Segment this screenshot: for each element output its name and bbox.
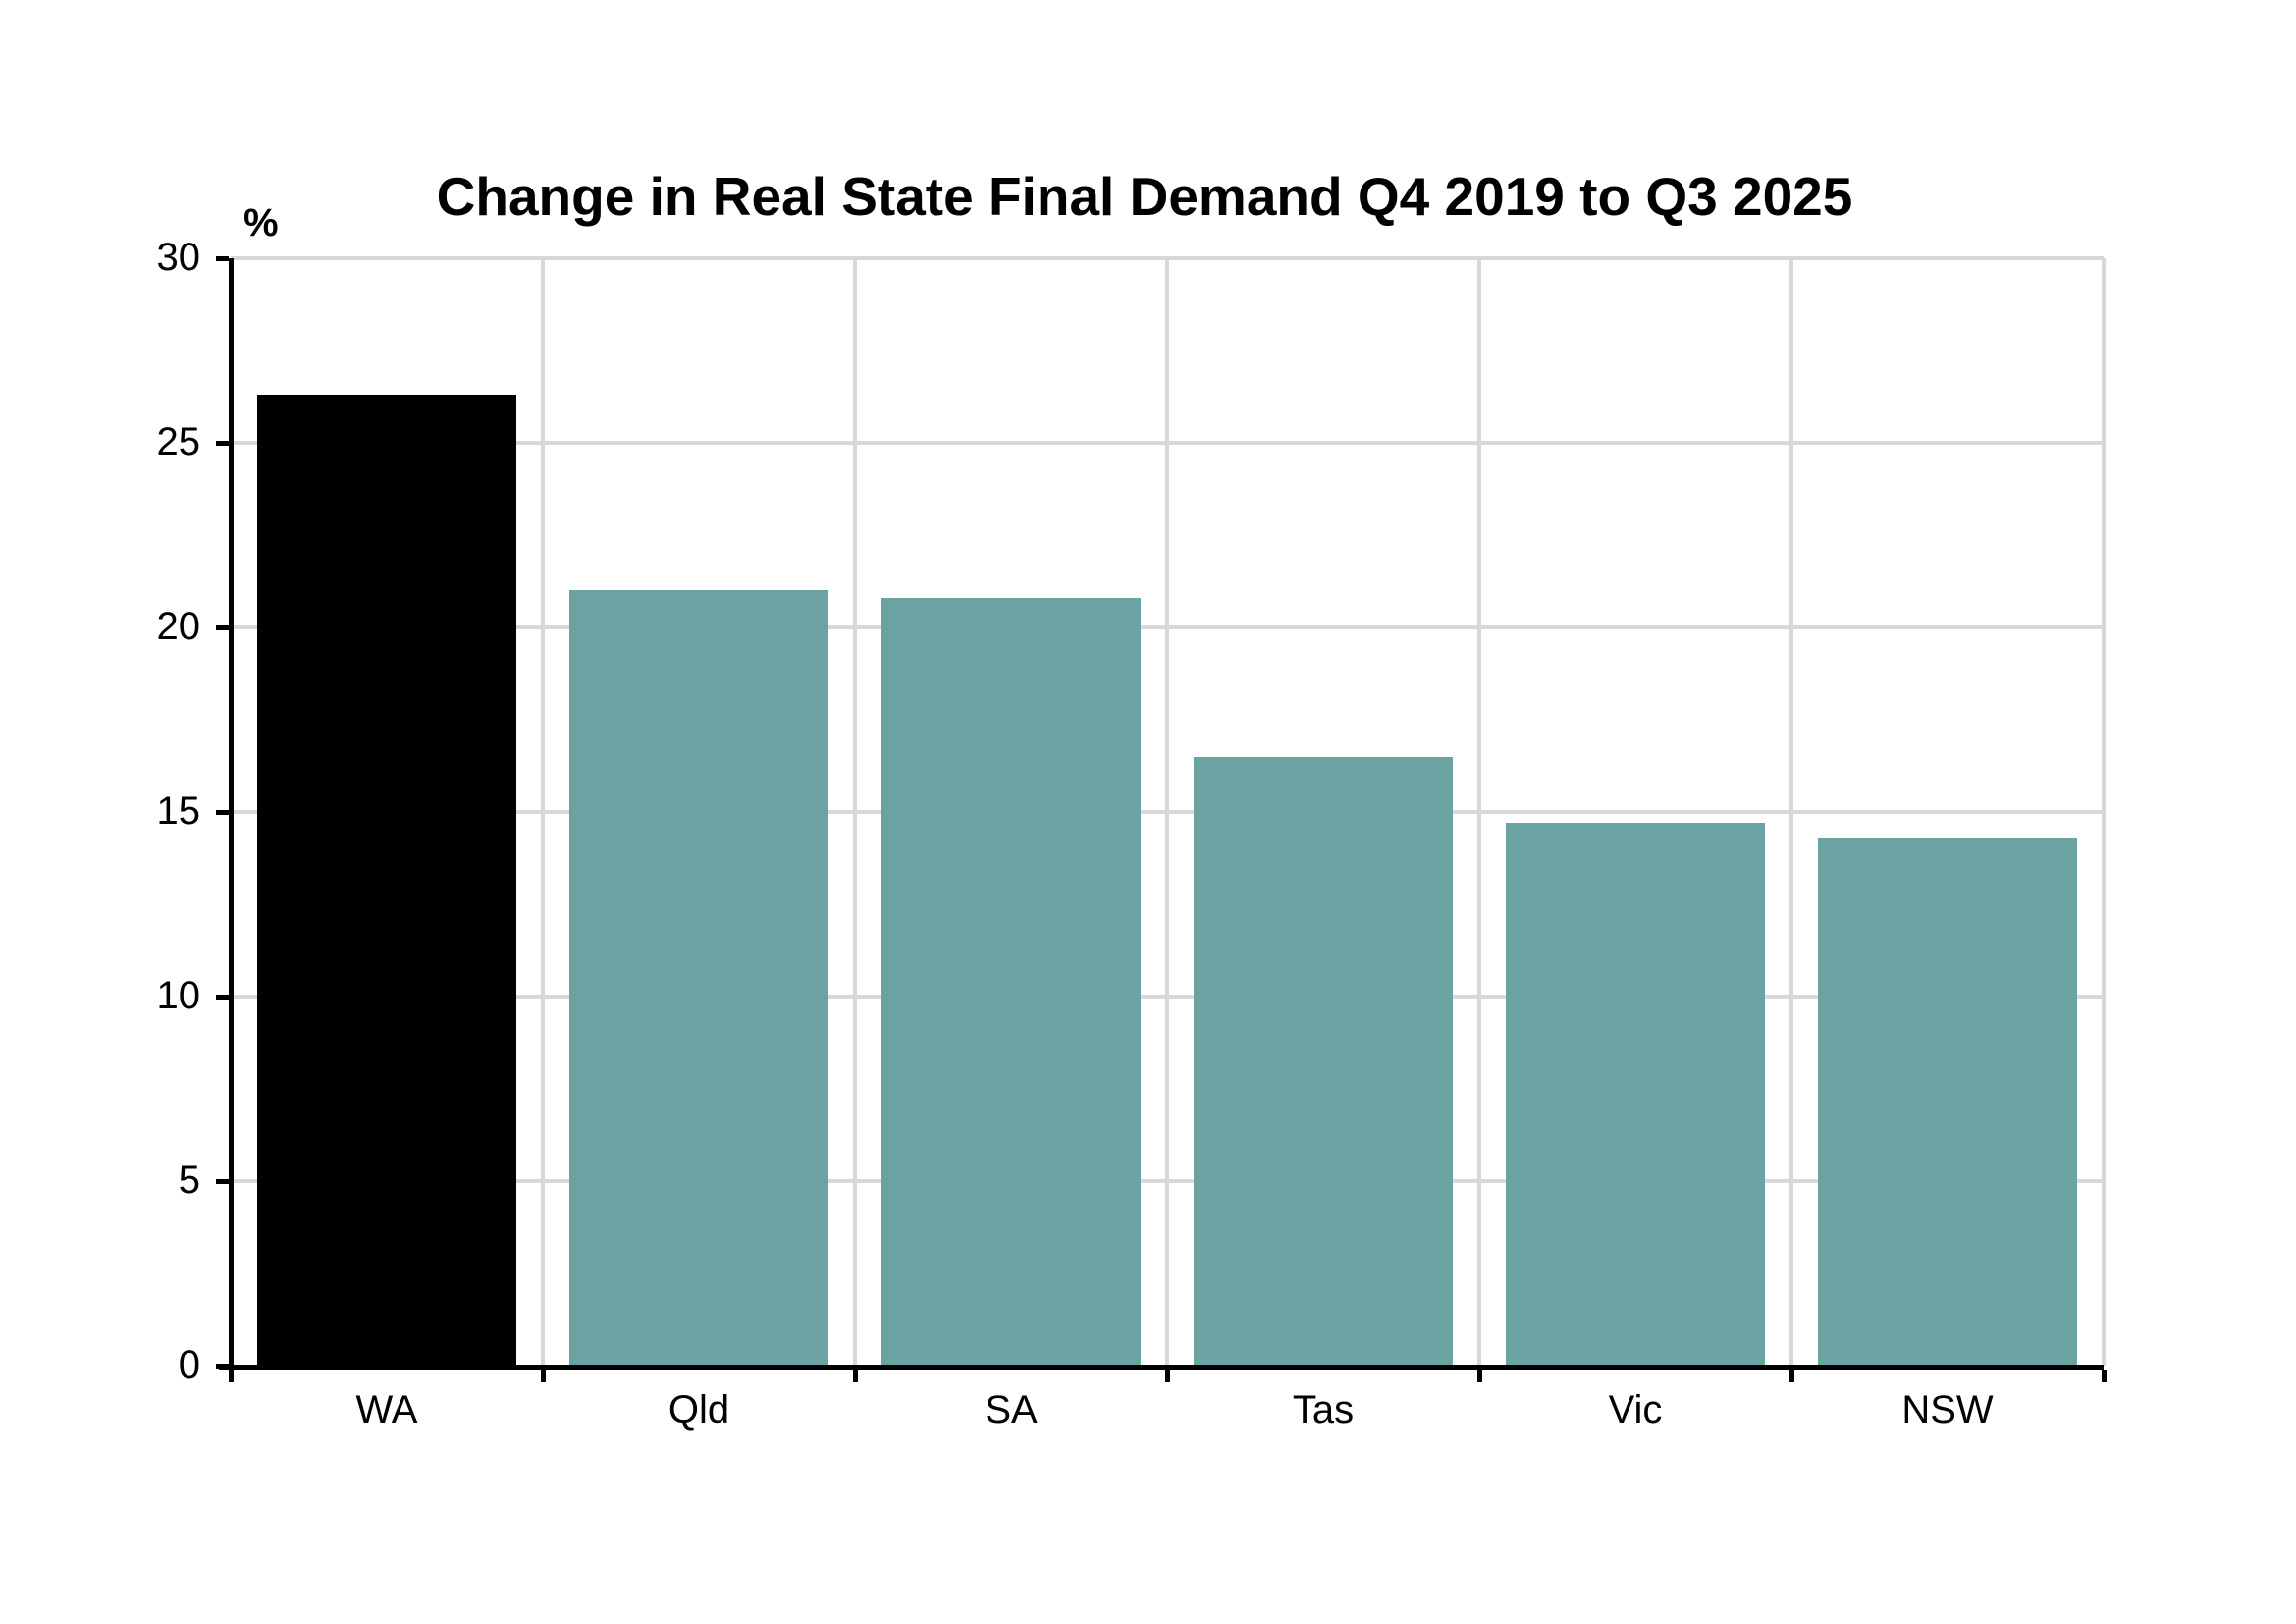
bar-vic xyxy=(1506,823,1765,1366)
bar-wa xyxy=(257,395,516,1366)
x-axis-category-label: Vic xyxy=(1608,1388,1663,1432)
y-axis-tick-label: 5 xyxy=(178,1159,200,1202)
y-axis-unit-label: % xyxy=(243,201,279,244)
gridline-vertical xyxy=(1789,258,1793,1366)
y-axis-line xyxy=(229,258,234,1380)
gridline-vertical xyxy=(2102,258,2106,1366)
x-axis-tick xyxy=(2102,1370,2107,1382)
x-axis-tick xyxy=(1165,1370,1170,1382)
x-axis-category-label: WA xyxy=(355,1388,418,1432)
x-axis-tick xyxy=(853,1370,858,1382)
bar-sa xyxy=(881,597,1141,1366)
x-axis-category-label: NSW xyxy=(1901,1388,1994,1432)
x-axis-tick xyxy=(541,1370,546,1382)
y-axis-tick-label: 25 xyxy=(156,420,201,463)
x-axis-tick xyxy=(1477,1370,1482,1382)
y-axis-tick-label: 30 xyxy=(156,236,201,279)
y-axis-tick xyxy=(216,256,229,261)
bar-qld xyxy=(569,590,828,1366)
y-axis-tick-label: 0 xyxy=(178,1343,200,1386)
y-axis-tick xyxy=(216,995,229,1000)
bar-nsw xyxy=(1818,838,2077,1366)
gridline-vertical xyxy=(1477,258,1481,1366)
gridline-vertical xyxy=(541,258,545,1366)
bar-tas xyxy=(1194,756,1453,1366)
x-axis-category-label: Tas xyxy=(1292,1388,1355,1432)
x-axis-category-label: SA xyxy=(985,1388,1038,1432)
x-axis-category-label: Qld xyxy=(667,1388,730,1432)
y-axis-tick xyxy=(216,1179,229,1184)
chart-title: Change in Real State Final Demand Q4 201… xyxy=(436,166,1853,227)
y-axis-tick xyxy=(216,441,229,446)
x-axis-tick xyxy=(229,1370,234,1382)
y-axis-tick-label: 10 xyxy=(156,974,201,1017)
y-axis-tick xyxy=(216,625,229,630)
y-axis-tick-label: 15 xyxy=(156,789,201,833)
gridline-vertical xyxy=(1165,258,1169,1366)
y-axis-tick xyxy=(216,1364,229,1369)
x-axis-line xyxy=(219,1365,2104,1370)
x-axis-tick xyxy=(1789,1370,1794,1382)
gridline-vertical xyxy=(853,258,857,1366)
y-axis-tick-label: 20 xyxy=(156,605,201,648)
y-axis-tick xyxy=(216,810,229,815)
